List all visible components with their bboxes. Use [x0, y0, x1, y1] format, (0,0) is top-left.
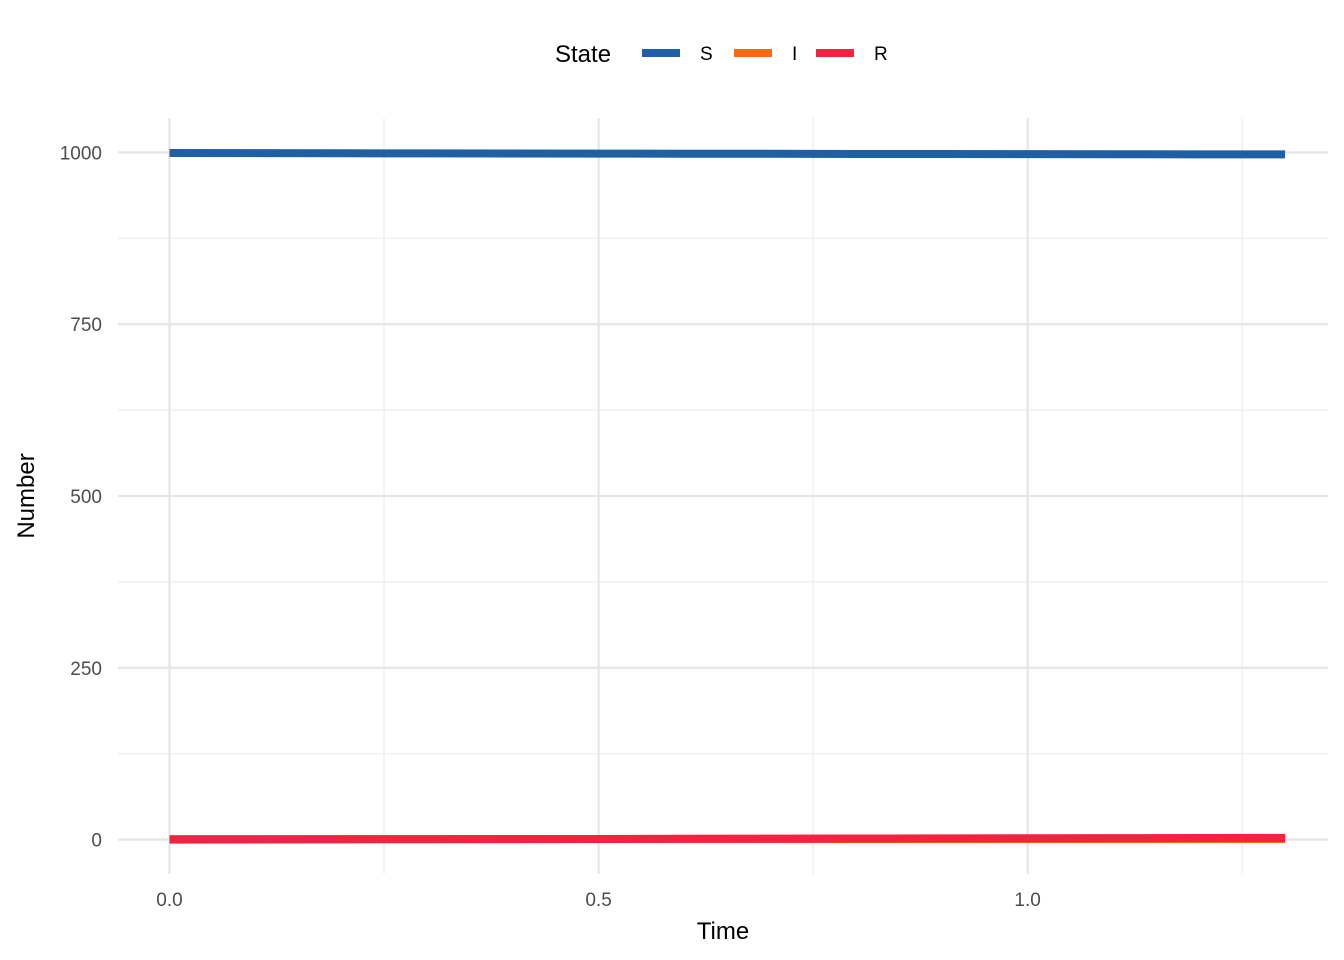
- tick-label-layer: 0 250 500 750 1000 0.0 0.5 1.0: [60, 143, 1041, 911]
- series-layer: [169, 149, 1286, 844]
- x-tick-label: 0.0: [156, 890, 182, 911]
- series-line-s: [169, 149, 1286, 159]
- legend-entry-i: I: [734, 44, 797, 65]
- legend-entry-s: S: [642, 44, 713, 65]
- series-line-r: [169, 833, 1286, 844]
- y-tick-label: 500: [70, 487, 102, 508]
- y-tick-label: 0: [91, 831, 102, 852]
- legend-title: State: [555, 41, 611, 68]
- x-axis-title: Time: [697, 918, 749, 945]
- legend-entry-r: R: [816, 44, 888, 65]
- y-tick-label: 1000: [60, 143, 102, 164]
- x-tick-label: 0.5: [585, 890, 611, 911]
- legend-label-s: S: [700, 44, 713, 65]
- y-axis-title: Number: [13, 453, 40, 538]
- y-tick-label: 750: [70, 315, 102, 336]
- grid-layer: [118, 118, 1328, 874]
- y-tick-label: 250: [70, 659, 102, 680]
- legend-label-i: I: [792, 44, 797, 65]
- x-tick-label: 1.0: [1014, 890, 1040, 911]
- legend-label-r: R: [874, 44, 888, 65]
- legend: State S I R: [555, 41, 888, 68]
